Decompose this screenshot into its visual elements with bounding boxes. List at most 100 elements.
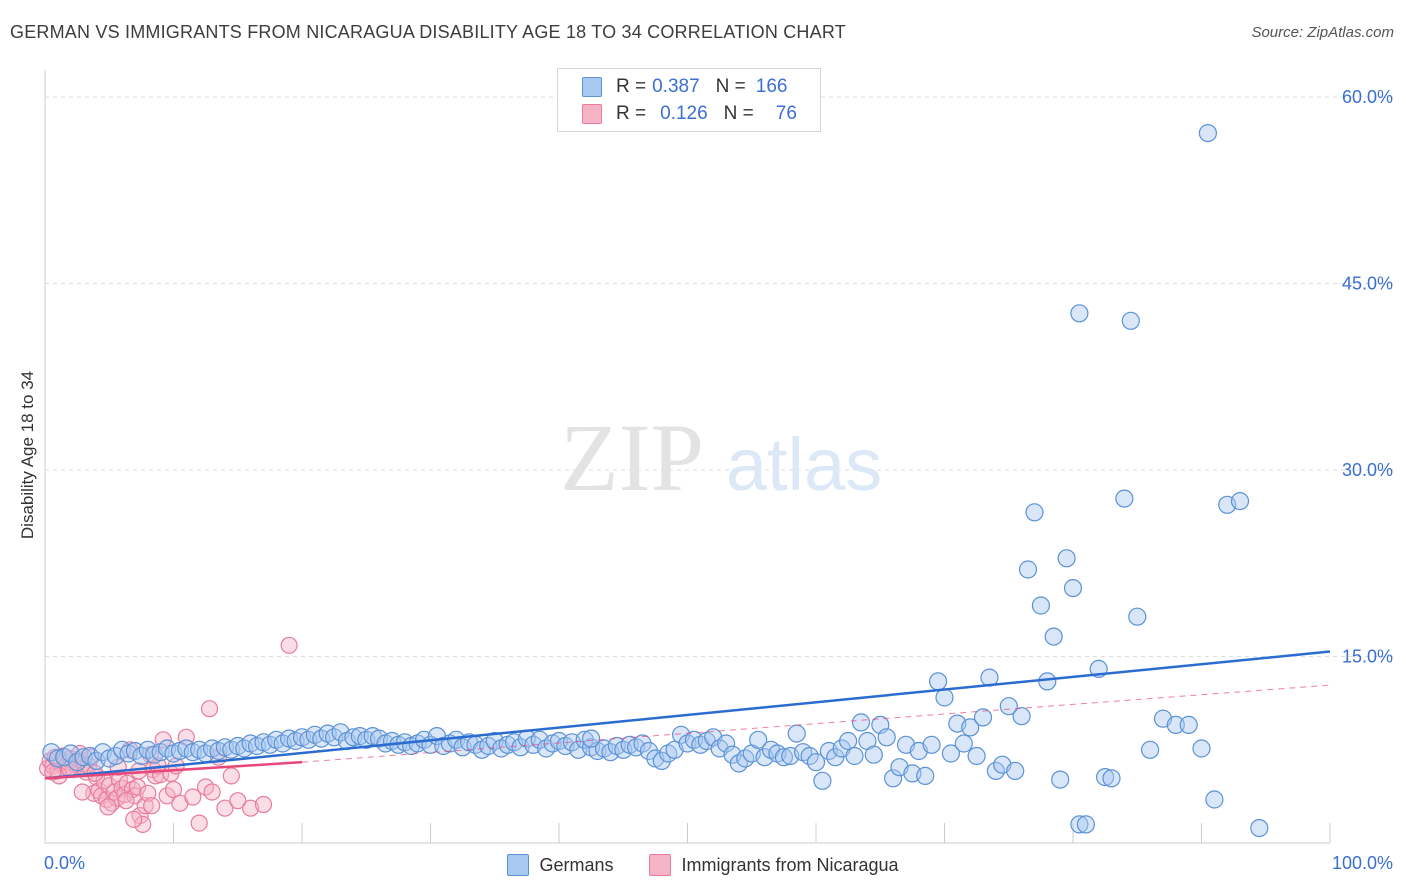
- data-point: [254, 795, 273, 814]
- data-point: [639, 741, 659, 761]
- data-point: [1038, 672, 1057, 691]
- data-point: [184, 788, 202, 806]
- data-point: [633, 734, 652, 753]
- data-point: [1031, 596, 1051, 615]
- data-point: [864, 745, 883, 764]
- data-point: [203, 783, 221, 801]
- y-tick-label: 45.0%: [1342, 274, 1393, 294]
- legend-n-label: N =: [723, 103, 754, 124]
- data-point: [575, 730, 594, 749]
- legend-r-label: R =: [616, 76, 647, 97]
- data-point: [1025, 503, 1044, 522]
- chart-source: Source: ZipAtlas.com: [1251, 24, 1394, 41]
- data-point: [1063, 578, 1083, 598]
- data-point: [1006, 761, 1025, 781]
- data-point: [1076, 815, 1096, 834]
- data-point: [280, 636, 298, 654]
- data-point: [838, 731, 858, 751]
- data-point: [1205, 790, 1224, 809]
- data-point: [1230, 492, 1250, 511]
- legend-r-value: 0.126: [660, 103, 708, 124]
- data-point: [190, 814, 208, 832]
- data-point: [999, 697, 1018, 716]
- trend-line-germans: [44, 650, 1331, 780]
- data-point: [1250, 818, 1269, 838]
- trend-line-nicaragua: [44, 760, 303, 780]
- data-point: [1070, 815, 1089, 834]
- series-germans: [42, 124, 1269, 838]
- data-point: [652, 751, 671, 771]
- data-point: [1051, 770, 1070, 789]
- legend-swatch-nicaragua: [582, 104, 602, 124]
- x-tick-label: 100.0%: [1332, 853, 1393, 873]
- data-point: [941, 744, 961, 763]
- legend-label-nicaragua: Immigrants from Nicaragua: [681, 854, 899, 875]
- data-point: [99, 798, 117, 816]
- data-point: [928, 672, 948, 691]
- data-point: [158, 787, 176, 805]
- data-point: [813, 771, 832, 790]
- data-point: [961, 718, 980, 737]
- legend-n-label: N =: [715, 76, 746, 97]
- data-point: [1115, 489, 1134, 508]
- chart-title: GERMAN VS IMMIGRANTS FROM NICARAGUA DISA…: [10, 22, 846, 42]
- data-point: [973, 708, 993, 727]
- data-point: [922, 735, 941, 754]
- legend-swatch-germans: [582, 77, 602, 97]
- data-point: [581, 729, 601, 748]
- data-point: [749, 730, 768, 749]
- data-point: [877, 728, 896, 747]
- data-point: [200, 700, 219, 718]
- y-tick-label: 15.0%: [1342, 647, 1393, 667]
- data-point: [845, 746, 864, 766]
- data-point: [954, 734, 973, 753]
- watermark-atlas: atlas: [726, 423, 882, 506]
- data-point: [806, 753, 826, 772]
- data-point: [1140, 740, 1160, 759]
- legend-item-germans: Germans: [507, 854, 613, 876]
- x-tick-label: 0.0%: [44, 853, 85, 873]
- trend-lines: [44, 650, 1331, 780]
- data-point: [73, 783, 91, 801]
- data-point: [125, 810, 143, 829]
- data-point: [1179, 715, 1198, 735]
- data-point: [143, 797, 161, 815]
- data-point: [1070, 304, 1089, 323]
- legend-item-nicaragua: Immigrants from Nicaragua: [649, 854, 899, 876]
- legend-label-germans: Germans: [539, 854, 614, 875]
- data-point: [117, 792, 135, 810]
- data-point: [134, 815, 152, 834]
- data-point: [1128, 607, 1147, 626]
- data-point: [1057, 549, 1076, 568]
- legend-correlation: R = 0.387 N = 166 R = 0.126 N = 76: [557, 68, 821, 132]
- legend-swatch-nicaragua: [649, 854, 672, 876]
- data-point: [774, 748, 794, 767]
- data-point: [1166, 715, 1185, 735]
- data-point: [222, 767, 240, 785]
- data-point: [1102, 769, 1121, 788]
- data-point: [935, 688, 954, 707]
- watermark-zip: ZIP: [560, 404, 704, 511]
- tick-labels: 15.0% 30.0% 45.0% 60.0% 0.0% 100.0%: [44, 87, 1393, 873]
- data-point: [242, 799, 260, 817]
- data-point: [1018, 560, 1038, 579]
- data-point: [216, 799, 234, 817]
- trend-line-nicaragua-extension: [301, 684, 1331, 763]
- data-point: [1198, 124, 1218, 143]
- data-point: [851, 713, 871, 732]
- legend-series: Germans Immigrants from Nicaragua: [0, 852, 1406, 878]
- legend-n-value: 166: [755, 76, 788, 97]
- data-point: [1012, 707, 1031, 726]
- data-point: [883, 769, 903, 788]
- data-point: [716, 734, 736, 753]
- legend-r-label: R =: [616, 103, 647, 124]
- legend-n-value: 76: [775, 103, 797, 124]
- data-point: [1095, 767, 1115, 787]
- legend-swatch-germans: [507, 854, 530, 876]
- data-point: [229, 792, 247, 810]
- data-point: [916, 766, 935, 786]
- legend-row-nicaragua: R = 0.126 N = 76: [582, 102, 797, 126]
- data-point: [1044, 627, 1063, 646]
- legend-row-germans: R = 0.387 N = 166: [582, 75, 787, 99]
